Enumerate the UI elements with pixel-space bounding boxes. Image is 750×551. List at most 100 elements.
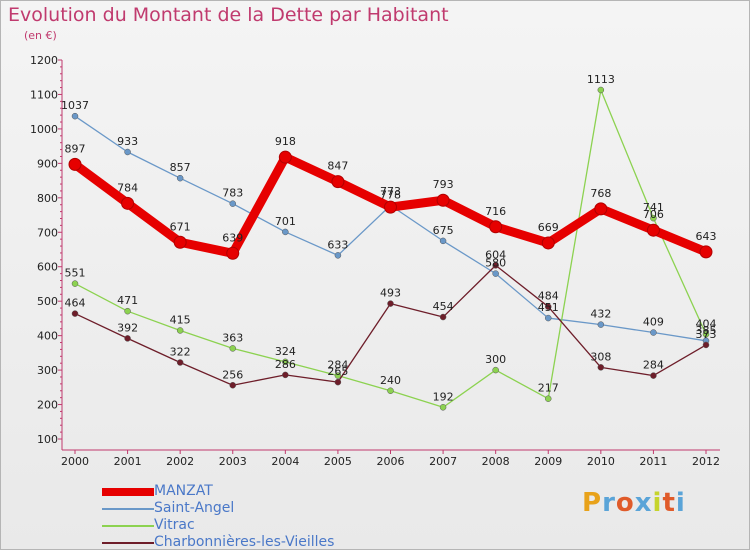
data-label: 192 bbox=[433, 390, 454, 403]
data-point bbox=[334, 372, 342, 379]
data-point bbox=[439, 404, 447, 411]
data-point bbox=[173, 235, 187, 249]
data-label: 706 bbox=[643, 208, 664, 221]
x-tick-label: 2003 bbox=[219, 455, 247, 468]
legend-item: Saint-Angel bbox=[102, 500, 334, 517]
data-label: 392 bbox=[117, 321, 138, 334]
proxiti-logo: Proxiti bbox=[582, 488, 686, 518]
data-label: 385 bbox=[696, 324, 717, 337]
x-tick-label: 2012 bbox=[692, 455, 720, 468]
y-tick-label: 400 bbox=[37, 330, 58, 343]
data-label: 671 bbox=[170, 220, 191, 233]
data-point bbox=[387, 300, 394, 307]
y-tick-label: 300 bbox=[37, 364, 58, 377]
data-point bbox=[229, 345, 236, 352]
logo-letter: x bbox=[634, 488, 653, 518]
legend-swatch bbox=[102, 524, 154, 527]
data-label: 741 bbox=[643, 201, 664, 214]
data-label: 284 bbox=[327, 359, 348, 372]
data-point bbox=[384, 200, 397, 214]
data-label: 415 bbox=[170, 313, 191, 326]
data-point bbox=[121, 196, 135, 210]
data-point bbox=[492, 262, 499, 269]
data-label: 773 bbox=[380, 185, 401, 198]
data-point bbox=[545, 314, 552, 322]
legend: MANZAT Saint-Angel Vitrac Charbonnières-les… bbox=[102, 483, 334, 551]
x-tick-label: 2009 bbox=[534, 455, 562, 468]
data-label: 308 bbox=[590, 350, 611, 363]
data-point bbox=[68, 157, 82, 171]
data-label: 240 bbox=[380, 374, 401, 387]
data-point bbox=[436, 193, 450, 207]
legend-label: Vitrac bbox=[154, 517, 195, 533]
data-point bbox=[282, 228, 289, 236]
x-tick-label: 2001 bbox=[114, 455, 142, 468]
data-label: 551 bbox=[65, 267, 86, 280]
data-label: 404 bbox=[696, 317, 717, 330]
data-label: 669 bbox=[538, 221, 559, 234]
y-tick-label: 100 bbox=[37, 433, 58, 446]
logo-letter: o bbox=[615, 488, 635, 518]
data-label: 778 bbox=[380, 188, 401, 201]
data-point bbox=[646, 223, 660, 237]
data-point bbox=[492, 270, 499, 277]
data-point bbox=[439, 313, 447, 321]
series-line-vitrac bbox=[74, 89, 707, 408]
data-label: 784 bbox=[117, 181, 138, 194]
data-label: 675 bbox=[433, 224, 454, 237]
data-label: 493 bbox=[380, 287, 401, 300]
data-label: 256 bbox=[222, 368, 243, 381]
data-point bbox=[176, 359, 184, 366]
data-label: 1037 bbox=[61, 99, 89, 112]
data-label: 322 bbox=[170, 346, 191, 359]
logo-letter: i bbox=[652, 488, 663, 518]
data-label: 464 bbox=[65, 297, 86, 310]
data-label: 217 bbox=[538, 382, 559, 395]
legend-label: Charbonnières-les-Vieilles bbox=[154, 534, 335, 550]
data-label: 1113 bbox=[587, 73, 615, 86]
data-label: 857 bbox=[170, 161, 191, 174]
data-point bbox=[387, 387, 394, 395]
data-point bbox=[176, 174, 184, 182]
data-label: 432 bbox=[590, 308, 611, 321]
data-point bbox=[545, 303, 552, 310]
chart-title: Evolution du Montant de la Dette par Hab… bbox=[8, 4, 449, 26]
y-tick-label: 1100 bbox=[30, 88, 58, 101]
y-tick-label: 800 bbox=[37, 192, 58, 205]
data-point bbox=[71, 310, 79, 317]
data-point bbox=[541, 236, 555, 250]
data-point bbox=[650, 372, 657, 379]
data-point bbox=[71, 112, 79, 120]
y-tick-label: 1200 bbox=[30, 54, 58, 67]
data-point bbox=[176, 327, 184, 334]
line-chart: 100 200 300 400 500 600 700 800 900 1000 1100 1200 2… bbox=[30, 54, 720, 468]
data-label: 409 bbox=[643, 316, 664, 329]
data-point bbox=[71, 280, 79, 287]
data-point bbox=[439, 237, 447, 245]
data-point bbox=[545, 395, 552, 402]
logo-letter: t bbox=[662, 488, 676, 518]
data-point bbox=[229, 382, 236, 389]
legend-item: MANZAT bbox=[102, 483, 334, 500]
data-label: 373 bbox=[696, 328, 717, 341]
data-label: 284 bbox=[643, 359, 664, 372]
y-tick-label: 500 bbox=[37, 295, 58, 308]
data-point bbox=[650, 329, 657, 336]
data-label: 933 bbox=[117, 135, 138, 148]
x-tick-label: 2008 bbox=[482, 455, 510, 468]
data-point bbox=[278, 150, 292, 164]
data-label: 363 bbox=[222, 331, 243, 344]
data-label: 639 bbox=[222, 231, 243, 244]
chart-subtitle: (en €) bbox=[24, 29, 57, 42]
data-label: 716 bbox=[485, 205, 506, 218]
x-tick-label: 2010 bbox=[587, 455, 615, 468]
data-label: 918 bbox=[275, 135, 296, 148]
x-tick-label: 2006 bbox=[377, 455, 405, 468]
x-tick-label: 2011 bbox=[639, 455, 667, 468]
data-point bbox=[702, 341, 710, 349]
data-point bbox=[282, 371, 289, 379]
data-point bbox=[650, 214, 657, 222]
y-tick-label: 1000 bbox=[30, 123, 58, 136]
data-label: 783 bbox=[222, 187, 243, 200]
data-label: 701 bbox=[275, 215, 296, 228]
